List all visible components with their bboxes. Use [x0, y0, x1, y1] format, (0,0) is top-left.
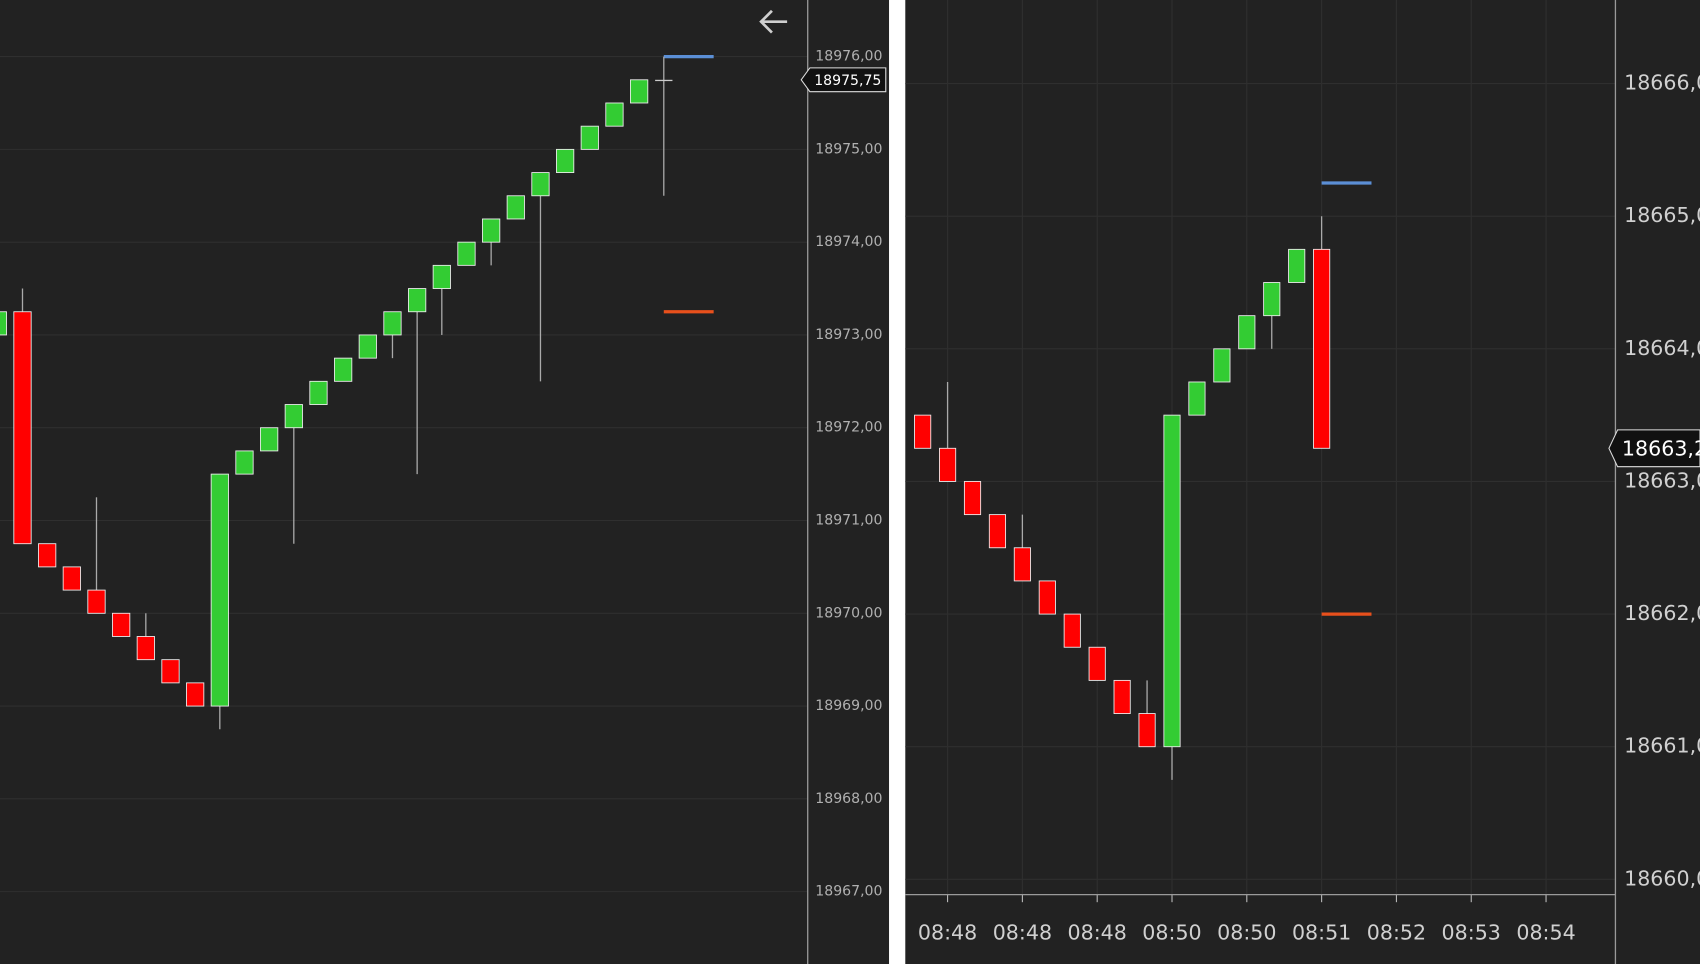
price-marker [1608, 429, 1700, 468]
candle-body [161, 659, 180, 684]
y-tick-label: 18974,00 [815, 234, 882, 250]
candle-body [1213, 348, 1231, 383]
candle-body [914, 414, 932, 449]
y-tick-label: 18971,00 [815, 513, 882, 529]
candle-body [556, 148, 575, 174]
y-tick-label: 18662,00 [1624, 601, 1700, 625]
candle-body [136, 636, 155, 661]
y-tick-label: 18660,00 [1624, 866, 1700, 890]
candle-body [210, 473, 229, 707]
candle-body [1088, 646, 1106, 681]
candle-body [1238, 315, 1256, 350]
candle-body [1288, 248, 1306, 283]
candle-body [580, 125, 599, 150]
candle-body [939, 447, 957, 482]
price-marker [800, 67, 887, 93]
candle-body [1263, 282, 1281, 317]
candle-body [531, 172, 550, 197]
x-tick-label: 08:48 [993, 921, 1052, 945]
y-tick-label: 18967,00 [815, 884, 882, 900]
candle-body [235, 450, 254, 475]
candle-body [0, 311, 7, 336]
candle-body [1038, 580, 1056, 615]
candle-body [309, 380, 328, 405]
price-label: 18975,75 [814, 73, 881, 89]
back-arrow[interactable] [759, 9, 788, 34]
x-tick-label: 08:48 [1068, 921, 1127, 945]
y-tick-label: 18976,00 [815, 49, 882, 65]
candle-body [605, 102, 624, 127]
candle-body [432, 264, 451, 289]
candle-body [87, 589, 106, 614]
x-tick-label: 08:50 [1217, 921, 1276, 945]
candle-body [1188, 381, 1206, 416]
y-tick-label: 18973,00 [815, 327, 882, 343]
x-tick-label: 08:54 [1516, 921, 1575, 945]
y-tick-label: 18968,00 [815, 791, 882, 807]
x-tick-label: 08:51 [1292, 921, 1351, 945]
y-tick-label: 18663,00 [1624, 468, 1700, 492]
y-tick-label: 18975,00 [815, 141, 882, 157]
y-tick-label: 18661,00 [1624, 734, 1700, 758]
y-tick-label: 18970,00 [815, 605, 882, 621]
candle-body [1013, 547, 1031, 582]
x-tick-label: 08:52 [1367, 921, 1426, 945]
candle-body [186, 682, 205, 707]
left-panel [0, 0, 890, 964]
candle-body [1138, 713, 1156, 748]
candle-body [334, 357, 353, 382]
candle-body [13, 311, 32, 545]
candle-body [284, 404, 303, 429]
x-tick-label: 08:50 [1142, 921, 1201, 945]
candle-body [630, 79, 649, 104]
candle-body [655, 79, 673, 82]
candle-body [506, 195, 525, 220]
candle-body [1313, 248, 1331, 449]
candle-body [1163, 414, 1181, 748]
y-tick-label: 18972,00 [815, 420, 882, 436]
x-tick-label: 08:48 [918, 921, 977, 945]
candle-body [457, 241, 476, 266]
candle-body [1113, 679, 1131, 714]
y-tick-label: 18665,00 [1624, 203, 1700, 227]
candle-body [260, 427, 279, 452]
y-tick-label: 18664,00 [1624, 336, 1700, 360]
candle-body [408, 288, 427, 313]
candle-body [988, 514, 1007, 549]
right-panel [905, 0, 1700, 964]
candle-body [38, 543, 57, 568]
y-tick-label: 18666,00 [1624, 71, 1700, 95]
candle-body [112, 612, 131, 637]
candle-body [358, 334, 377, 359]
x-tick-label: 08:53 [1442, 921, 1501, 945]
candle-body [1063, 613, 1081, 648]
y-tick-label: 18969,00 [815, 698, 882, 714]
candle-body [383, 311, 402, 336]
price-label: 18663,25 [1622, 436, 1700, 460]
candle-body [62, 566, 81, 591]
candle-body [963, 481, 982, 516]
candle-body [482, 218, 501, 243]
